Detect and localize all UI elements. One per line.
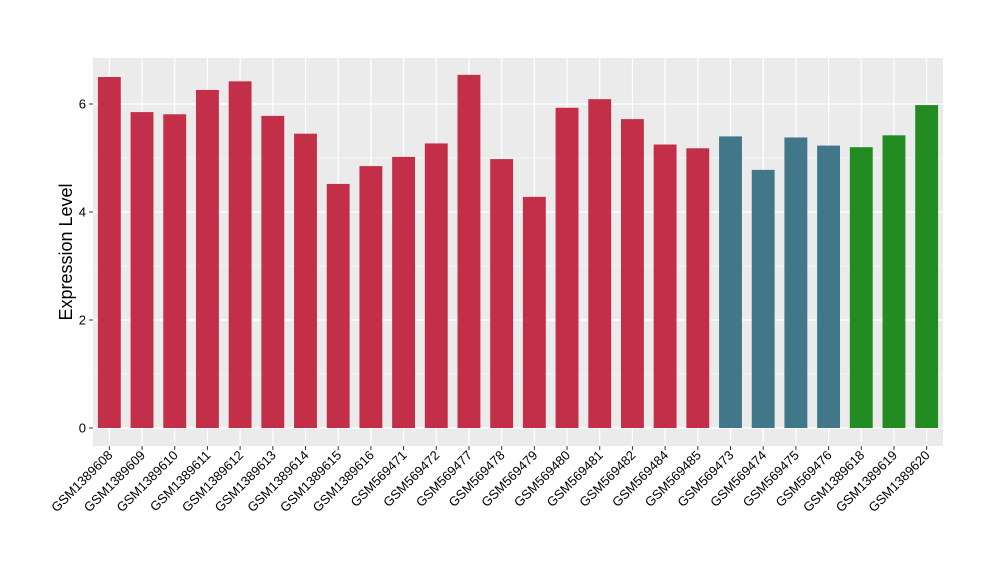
y-tick-label: 6 bbox=[79, 97, 86, 112]
bar-gsm569474 bbox=[751, 169, 775, 428]
y-tick-label: 0 bbox=[79, 421, 86, 436]
bar-gsm1389611 bbox=[195, 89, 219, 429]
bar-gsm569482 bbox=[620, 119, 644, 429]
bar-gsm569481 bbox=[588, 99, 612, 428]
bar-gsm1389616 bbox=[359, 166, 383, 428]
y-tick-label: 4 bbox=[79, 205, 86, 220]
bar-gsm569472 bbox=[424, 143, 448, 429]
bar-gsm1389614 bbox=[294, 133, 317, 428]
bar-gsm569484 bbox=[653, 144, 677, 428]
bar-gsm1389608 bbox=[97, 77, 121, 428]
y-tick-label: 2 bbox=[79, 313, 86, 328]
bar-gsm1389613 bbox=[261, 115, 285, 428]
bar-gsm569476 bbox=[817, 145, 841, 428]
bar-gsm569473 bbox=[719, 136, 742, 428]
bar-gsm1389620 bbox=[915, 105, 939, 428]
y-axis-title: Expression Level bbox=[56, 183, 76, 320]
bar-gsm569477 bbox=[457, 74, 481, 428]
bar-gsm569480 bbox=[555, 107, 579, 428]
bar-gsm1389615 bbox=[326, 183, 350, 428]
bar-gsm569479 bbox=[522, 196, 546, 428]
bar-gsm569485 bbox=[686, 148, 710, 428]
bar-gsm569471 bbox=[392, 156, 416, 429]
bar-gsm1389618 bbox=[849, 147, 873, 428]
bars-group bbox=[97, 74, 939, 429]
bar-gsm1389609 bbox=[130, 112, 154, 428]
bar-gsm1389612 bbox=[228, 81, 252, 428]
y-axis: 0 2 4 6 bbox=[79, 97, 93, 436]
bar-gsm569475 bbox=[784, 137, 808, 429]
bar-gsm569478 bbox=[490, 159, 514, 428]
plot-panel bbox=[93, 58, 943, 446]
bar-gsm1389619 bbox=[882, 135, 906, 428]
bar-gsm1389610 bbox=[163, 114, 187, 428]
x-axis: GSM1389608GSM1389609GSM1389610GSM1389611… bbox=[48, 446, 933, 515]
